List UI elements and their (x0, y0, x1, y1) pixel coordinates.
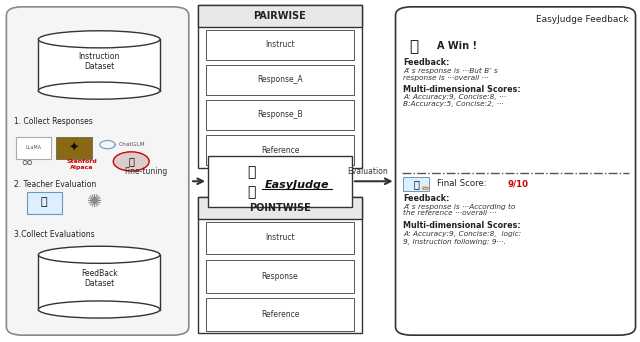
Bar (403, 177, 429, 191)
Text: Fine-tuning: Fine-tuning (124, 167, 168, 176)
Text: Instruction
Dataset: Instruction Dataset (79, 52, 120, 71)
Bar (206, 260, 354, 292)
FancyBboxPatch shape (396, 7, 636, 335)
Text: A: Accuracy:9, Concise:8,  logic:: A: Accuracy:9, Concise:8, logic: (403, 231, 522, 237)
Text: Evaluation: Evaluation (347, 167, 388, 176)
Ellipse shape (38, 246, 160, 263)
Text: 9, Instruction following: 9···.: 9, Instruction following: 9···. (403, 238, 506, 245)
Text: EasyJudge Feedback: EasyJudge Feedback (536, 15, 629, 24)
Text: 📋: 📋 (413, 179, 419, 189)
Text: POINTWISE: POINTWISE (249, 203, 311, 213)
Text: ✺: ✺ (87, 194, 102, 211)
Text: 🟫: 🟫 (247, 186, 255, 199)
Text: Final Score:: Final Score: (437, 180, 490, 188)
Bar (198, 197, 362, 219)
Text: 🎙: 🎙 (247, 165, 255, 179)
Bar (206, 30, 354, 60)
FancyBboxPatch shape (6, 7, 189, 335)
Bar (38, 39, 160, 91)
Text: A: Accuracy:9, Concise:8, ···: A: Accuracy:9, Concise:8, ··· (403, 94, 506, 100)
Text: 🏆: 🏆 (409, 39, 418, 54)
Circle shape (113, 152, 149, 171)
Text: ∞: ∞ (20, 155, 33, 170)
Bar (198, 197, 362, 333)
Text: Feedback:: Feedback: (403, 58, 449, 67)
Text: FeedBack
Dataset: FeedBack Dataset (81, 269, 118, 288)
Text: Response_B: Response_B (257, 110, 303, 119)
Text: Response_A: Response_A (257, 76, 303, 84)
Bar (206, 135, 354, 165)
Text: 🦙: 🦙 (128, 156, 134, 167)
Bar (206, 100, 354, 130)
Text: Reference: Reference (261, 310, 299, 319)
Text: Instruct: Instruct (265, 234, 295, 242)
Text: 2. Teacher Evaluation: 2. Teacher Evaluation (14, 180, 97, 189)
Text: A Win !: A Win ! (437, 41, 477, 51)
Text: Instruct: Instruct (265, 40, 295, 49)
Bar (27, 192, 62, 214)
Ellipse shape (38, 82, 160, 99)
Text: ✏: ✏ (422, 184, 430, 195)
Text: 3.Collect Evaluations: 3.Collect Evaluations (14, 230, 95, 239)
Ellipse shape (38, 301, 160, 318)
Bar (206, 65, 354, 95)
Text: the reference ···overall ···: the reference ···overall ··· (403, 210, 497, 216)
Text: Multi-dimensional Scores:: Multi-dimensional Scores: (403, 85, 521, 94)
Text: Multi-dimensional Scores:: Multi-dimensional Scores: (403, 221, 521, 230)
Text: EasyJudge: EasyJudge (265, 180, 330, 190)
Bar (16, 137, 51, 159)
Text: B:Accuracy:5, Concise:2, ···: B:Accuracy:5, Concise:2, ··· (403, 101, 504, 107)
Bar (206, 298, 354, 331)
Text: PAIRWISE: PAIRWISE (253, 11, 307, 21)
Text: 9/10: 9/10 (508, 180, 529, 188)
Ellipse shape (38, 31, 160, 48)
Text: Reference: Reference (261, 146, 299, 155)
Text: 1. Collect Responses: 1. Collect Responses (14, 117, 93, 126)
Text: 📄: 📄 (41, 197, 47, 208)
Text: Stanford
Alpaca: Stanford Alpaca (67, 159, 97, 170)
Text: ChatGLM: ChatGLM (118, 142, 145, 147)
Bar (198, 5, 362, 168)
Bar (206, 222, 354, 254)
Text: Response: Response (262, 272, 298, 281)
Text: LLaMA: LLaMA (25, 145, 42, 150)
Text: A’ s response is ···According to: A’ s response is ···According to (403, 203, 516, 210)
Bar (38, 255, 160, 310)
Text: ✦: ✦ (68, 141, 79, 154)
Text: Feedback:: Feedback: (403, 194, 449, 203)
Bar (56, 137, 92, 159)
Text: response is ···overall ···: response is ···overall ··· (403, 75, 489, 81)
Bar (198, 5, 362, 27)
Text: A’ s response is ···But B’ s: A’ s response is ···But B’ s (403, 68, 498, 74)
Bar (208, 156, 352, 207)
